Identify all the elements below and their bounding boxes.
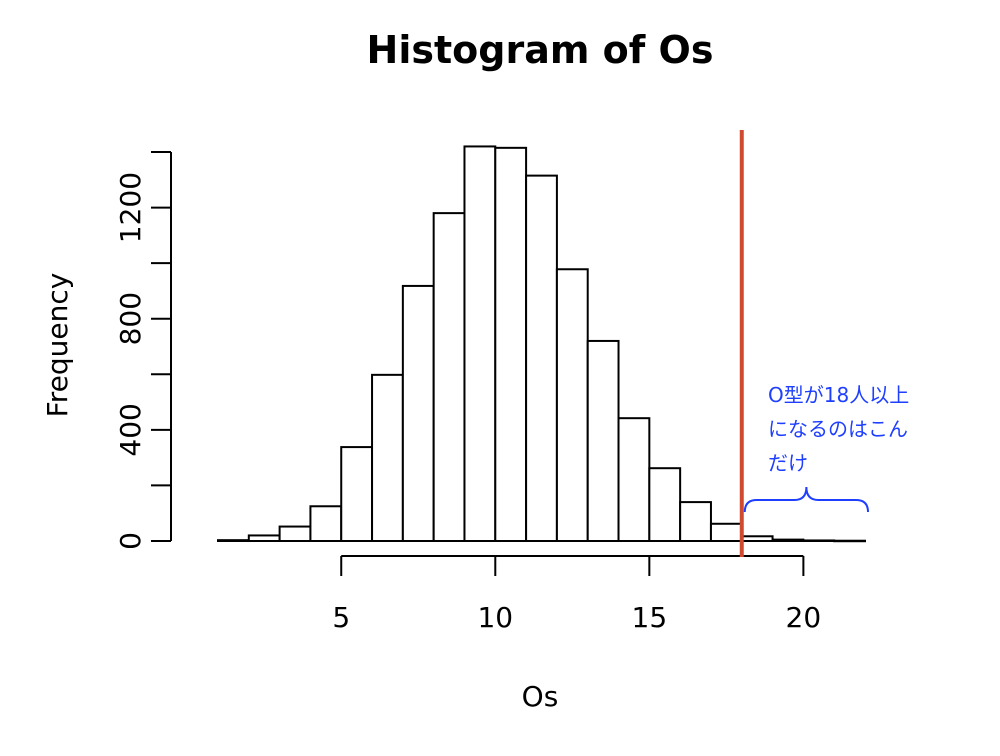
x-tick-label-10: 10 <box>477 601 513 634</box>
histogram-bar-5-6 <box>340 446 374 542</box>
histogram-bar-1-2 <box>217 539 250 543</box>
y-axis: 0 400 800 1200 <box>114 151 172 550</box>
annotation-line-1: O型が18人以上 <box>768 383 909 407</box>
histogram-bar-20-21 <box>802 539 836 542</box>
histogram-bar-3-4 <box>278 525 312 543</box>
x-axis-label: Os <box>522 680 559 713</box>
x-tick-label-20: 20 <box>786 601 822 634</box>
histogram-bar-6-7 <box>371 373 404 542</box>
annotation-brace <box>743 486 869 513</box>
histogram-bar-14-15 <box>617 417 651 542</box>
histogram-bar-21-22 <box>833 539 867 543</box>
y-tick-label-1200: 1200 <box>114 172 147 243</box>
histogram-bar-10-11 <box>494 146 528 542</box>
histogram-bars <box>217 145 867 543</box>
histogram-bar-7-8 <box>401 284 435 543</box>
y-axis-label: Frequency <box>41 273 74 418</box>
histogram-bar-8-9 <box>432 212 466 542</box>
histogram-bar-4-5 <box>309 505 343 542</box>
y-tick-label-0: 0 <box>114 532 147 550</box>
histogram-bar-15-16 <box>648 467 682 542</box>
histogram-bar-12-13 <box>555 268 589 542</box>
y-tick-label-800: 800 <box>114 292 147 345</box>
annotation-line-3: だけ <box>768 451 808 475</box>
histogram-bar-9-10 <box>463 145 497 542</box>
histogram-bar-18-19 <box>740 535 774 542</box>
histogram-bar-11-12 <box>525 174 558 542</box>
histogram-bar-2-3 <box>247 534 281 543</box>
x-tick-label-15: 15 <box>632 601 668 634</box>
histogram-bar-19-20 <box>771 538 805 543</box>
y-tick-label-400: 400 <box>114 403 147 456</box>
histogram-bar-13-14 <box>586 339 620 543</box>
histogram-bar-17-18 <box>709 522 743 542</box>
x-tick-label-5: 5 <box>332 601 350 634</box>
histogram-bar-16-17 <box>679 501 712 543</box>
x-axis: 5 10 15 20 <box>332 555 822 634</box>
annotation-line-2: になるのはこん <box>768 417 908 441</box>
chart-title: Histogram of Os <box>367 28 714 72</box>
